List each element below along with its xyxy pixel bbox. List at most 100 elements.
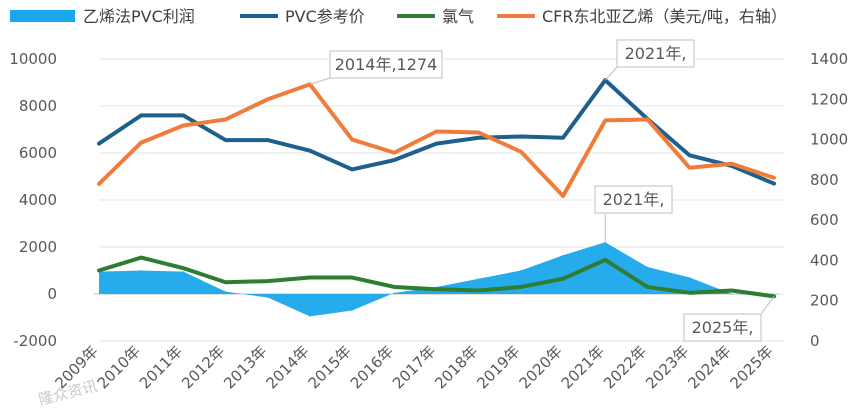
x-axis: 2009年2010年2011年2012年2013年2014年2015年2016年… [51, 342, 776, 392]
x-tick-label: 2022年 [600, 342, 650, 392]
legend-label: CFR东北亚乙烯（美元/吨，右轴） [542, 7, 787, 26]
data-point [773, 177, 775, 179]
data-point [98, 270, 100, 271]
data-point [393, 159, 395, 161]
data-point [689, 277, 691, 279]
callout-box [616, 39, 695, 68]
legend-label: 乙烯法PVC利润 [83, 7, 195, 26]
x-tick-label: 2015年 [305, 342, 355, 392]
callout-box [683, 313, 762, 342]
data-point [604, 119, 606, 121]
left-tick-label: 10000 [9, 50, 57, 68]
x-tick-label: 2012年 [178, 342, 228, 392]
data-point [604, 259, 606, 261]
data-point [351, 277, 353, 279]
data-point [182, 271, 184, 273]
left-tick-label: 0 [47, 285, 57, 303]
data-point [478, 289, 480, 291]
data-point [436, 286, 437, 288]
legend-label: 氯气 [442, 7, 474, 26]
data-point [562, 137, 564, 139]
right-tick-label: 600 [810, 211, 839, 229]
data-point [225, 291, 227, 293]
profit-area-layer [98, 241, 775, 317]
callout-leader [309, 77, 331, 85]
data-point [225, 139, 227, 141]
data-point [393, 286, 395, 288]
x-tick-label: 2017年 [389, 342, 439, 392]
x-tick-label: 2020年 [516, 342, 566, 392]
data-point [436, 131, 437, 133]
right-axis: 0 200 400 600 800 1000 1200 1400 [810, 50, 848, 350]
data-point [520, 136, 522, 138]
data-point [562, 195, 564, 197]
right-tick-label: 200 [810, 292, 839, 310]
data-point [393, 152, 395, 154]
data-point [309, 277, 311, 279]
data-point [98, 183, 100, 185]
x-tick-label: 2024年 [684, 342, 734, 392]
x-tick-label: 2011年 [136, 342, 186, 392]
data-point [225, 118, 227, 120]
data-point [520, 270, 522, 271]
callout-box [594, 185, 673, 214]
data-point [731, 293, 733, 295]
data-point [689, 167, 691, 169]
callout-leader [760, 296, 775, 315]
x-tick-label: 2010年 [94, 342, 144, 392]
callout-box [329, 50, 443, 79]
data-point [646, 266, 648, 268]
left-tick-label: -2000 [13, 332, 57, 350]
x-tick-label: 2019年 [473, 342, 523, 392]
callouts: 2014年,1274 2021年, 2021年, 2025年, [309, 39, 775, 342]
data-point [520, 286, 522, 288]
data-point [140, 114, 142, 116]
data-point [731, 163, 733, 165]
left-tick-label: 2000 [19, 238, 57, 256]
data-point [731, 289, 733, 291]
data-point [351, 139, 353, 141]
left-axis: -2000 0 2000 4000 6000 8000 10000 [9, 50, 57, 350]
series-area-profit [99, 242, 774, 317]
data-point [689, 154, 691, 156]
x-tick-label: 2021年 [558, 342, 608, 392]
callout-label: 2021年, [625, 44, 687, 63]
data-point [309, 150, 311, 152]
data-point [140, 257, 142, 259]
right-tick-label: 1400 [810, 50, 848, 68]
data-point [646, 118, 648, 120]
data-point [351, 168, 353, 170]
series-lines-layer [97, 78, 776, 299]
data-point [267, 98, 269, 100]
data-point [478, 278, 480, 280]
x-tick-label: 2013年 [220, 342, 270, 392]
legend: 乙烯法PVC利润 PVC参考价 氯气 CFR东北亚乙烯（美元/吨，右轴） [10, 7, 787, 26]
right-tick-label: 1000 [810, 131, 848, 149]
data-point [182, 267, 184, 269]
data-point [225, 281, 227, 283]
left-tick-label: 4000 [19, 191, 57, 209]
callout-label: 2014年,1274 [335, 55, 438, 74]
x-tick-label: 2025年 [726, 342, 776, 392]
data-point [562, 254, 564, 256]
left-tick-label: 6000 [19, 144, 57, 162]
right-tick-label: 800 [810, 171, 839, 189]
x-tick-label: 2014年 [262, 342, 312, 392]
data-point [393, 292, 395, 294]
x-tick-label: 2018年 [431, 342, 481, 392]
data-point [140, 142, 142, 144]
data-point [436, 143, 437, 145]
data-point [773, 183, 775, 185]
legend-swatch [10, 10, 75, 22]
callout-label: 2021年, [603, 190, 665, 209]
data-point [267, 139, 269, 141]
data-point [182, 114, 184, 116]
data-point [267, 280, 269, 282]
callout-label: 2025年, [692, 318, 754, 337]
right-tick-label: 400 [810, 251, 839, 269]
data-point [182, 124, 184, 126]
x-tick-label: 2016年 [347, 342, 397, 392]
data-point [478, 132, 480, 134]
data-point [478, 137, 480, 139]
